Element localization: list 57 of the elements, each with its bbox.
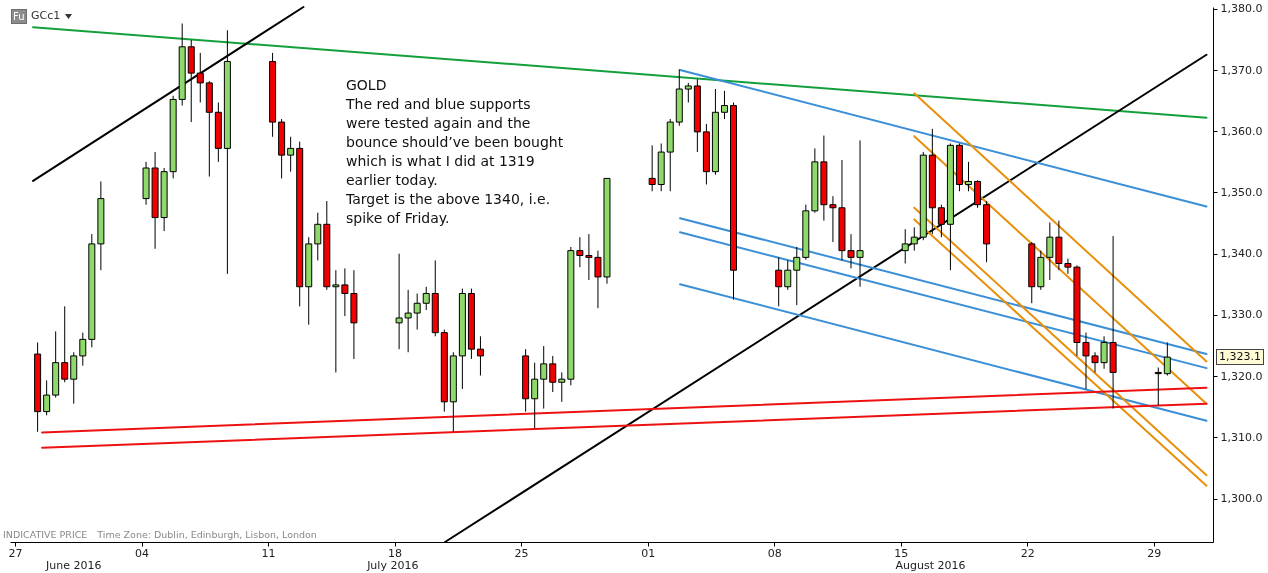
x-tick-label: 25 [514,546,529,560]
y-tick-label: 1,330.0 [1220,308,1263,322]
y-tick-label: 1,340.0 [1220,247,1263,261]
candlestick [43,379,51,416]
x-tick-label: 15 [894,546,909,560]
candlestick [79,332,87,367]
y-tick-label: 1,300.0 [1220,492,1263,506]
x-tick-label: 01 [641,546,656,560]
candlestick [314,212,322,261]
y-tick-label: 1,320.0 [1220,369,1263,383]
annotation: Fu [11,9,27,24]
y-tick-label: 1,370.0 [1220,63,1263,77]
text: 1,323.1 [1216,349,1264,366]
text: June 2016 [46,559,102,572]
candlestick [784,259,792,291]
candlestick [1154,367,1162,406]
y-tick-label: 1,380.0 [1220,2,1263,16]
candlestick [332,269,340,373]
candlestick [974,179,982,209]
candlestick [196,52,204,103]
candlestick [684,82,692,103]
candlestick [70,351,78,405]
x-tick-label: 29 [1147,546,1162,560]
x-tick-label: 08 [767,546,782,560]
text: August 2016 [895,559,966,572]
x-tick-label: 18 [388,546,403,560]
annotation: INDICATIVE PRICE [3,529,88,540]
candlestick [558,371,566,403]
x-tick-label: 22 [1020,546,1035,560]
y-tick-label: 1,360.0 [1220,124,1263,138]
candlestick [422,286,430,311]
candlestick [793,246,801,306]
x-tick-label: 11 [261,546,276,560]
candlestick [540,345,548,410]
candlestick [413,292,421,331]
candlestick [937,204,945,238]
annotation: Time Zone: Dublin, Edinburgh, Lisbon, London [97,529,317,540]
candlestick [476,335,484,376]
x-tick-label: 04 [135,546,150,560]
candlestick [901,228,909,264]
candlestick [720,90,728,120]
candlestick [648,144,656,192]
candlestick [287,136,295,173]
candlestick [965,161,972,192]
text: July 2016 [367,559,419,572]
annotation: GOLD The red and blue supports were tested again and the bounce should’ve been bought which is what I did at 1319 earlier today. Target is the above 1340, i.e. spike of Friday. [346,76,564,228]
y-tick-label: 1,350.0 [1220,185,1263,199]
candlestick [910,226,918,252]
x-tick-label: 27 [8,546,23,560]
candlestick [1163,341,1171,376]
candlestick [61,305,69,383]
y-tick-label: 1,310.0 [1220,430,1263,444]
candlestick [775,256,783,307]
candlestick [549,355,557,393]
candlestick [1046,221,1054,281]
candlestick [531,362,539,429]
chart-title: GCc1 [31,9,61,23]
